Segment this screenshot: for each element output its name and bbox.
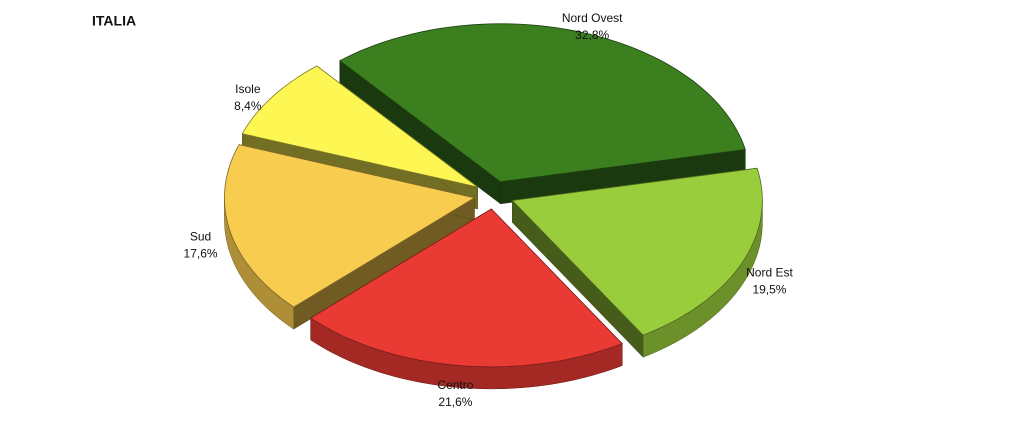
slice: [309, 208, 623, 390]
slice: [511, 167, 763, 336]
slice: [223, 144, 476, 330]
slice: [339, 23, 746, 205]
chart-title: ITALIA: [92, 13, 136, 29]
slice: [241, 65, 478, 188]
slice-label: Nord Est: [746, 265, 793, 279]
slice-value-label: 32,8%: [575, 28, 609, 42]
slice-label: Sud: [190, 230, 211, 244]
slice-value-label: 8,4%: [234, 99, 262, 113]
slice-label: Isole: [235, 82, 261, 96]
slice: [339, 23, 746, 183]
slice: [223, 144, 476, 308]
slice: [511, 167, 763, 358]
slice-label: Centro: [437, 378, 473, 392]
slice: [309, 208, 623, 368]
slice-value-label: 17,6%: [184, 247, 218, 261]
slice-value-label: 19,5%: [752, 282, 786, 296]
slice-label: Nord Ovest: [562, 11, 623, 25]
slice-value-label: 21,6%: [438, 395, 472, 409]
